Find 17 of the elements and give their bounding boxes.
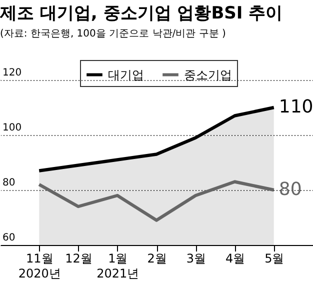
data-label: 110: [278, 96, 313, 118]
data-label: 80: [278, 179, 302, 200]
y-tick-label: 120: [2, 68, 22, 78]
x-tick-label: 4월: [225, 252, 246, 266]
y-tick-label: 60: [2, 232, 16, 244]
legend-label: 중소기업: [184, 68, 232, 82]
chart-title: 제조 대기업, 중소기업 업황BSI 추이: [0, 4, 283, 24]
x-tick-label: 12월: [65, 252, 92, 266]
y-tick-label: 80: [2, 178, 16, 188]
x-tick-label: 2월: [147, 252, 167, 266]
x-tick-label: 5월: [264, 252, 284, 266]
y-tick-label: 100: [2, 122, 22, 134]
chart-subtitle: (자료: 한국은행, 100을 기준으로 낙관/비관 구분 ): [0, 28, 226, 40]
x-tick-label: 11월 2020년: [18, 252, 61, 280]
legend-label: 대기업: [108, 68, 144, 82]
x-tick-label: 1월 2021년: [96, 252, 140, 280]
x-tick-label: 3월: [186, 252, 206, 266]
